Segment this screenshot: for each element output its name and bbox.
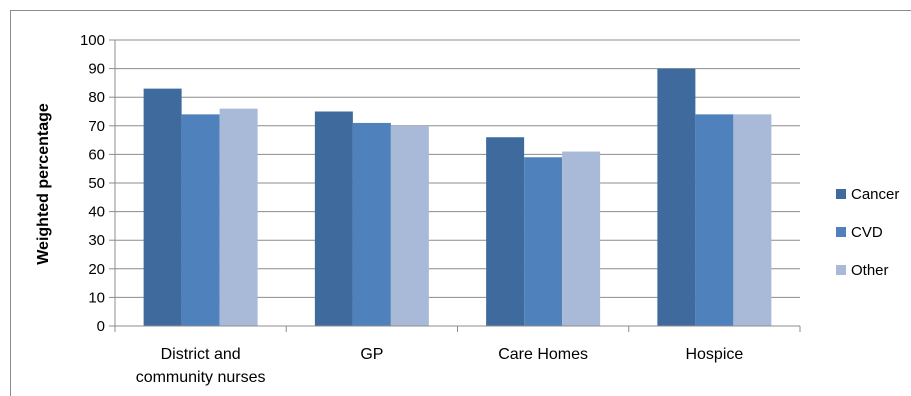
bar-other (390, 125, 429, 326)
bars (143, 68, 772, 327)
bar-cvd (695, 114, 734, 326)
y-axis: 0 10 20 30 40 50 60 70 80 90 100 (80, 32, 116, 335)
x-category-label: Hospice (685, 346, 743, 363)
legend-swatch-cvd (836, 227, 846, 237)
bar-cancer (657, 68, 696, 326)
bar-other (733, 114, 772, 326)
x-category-label: community nurses (136, 369, 266, 386)
bar-cvd (352, 122, 391, 326)
y-tick-label: 70 (88, 118, 105, 135)
bar-cvd (181, 114, 220, 326)
x-axis: District and community nurses GP Care Homes… (114, 325, 801, 386)
chart-frame (10, 10, 911, 396)
x-category-label: GP (360, 346, 383, 363)
bar-cancer (314, 111, 353, 326)
legend-label-other: Other (851, 262, 889, 279)
y-tick-label: 40 (88, 204, 105, 221)
bar-cancer (486, 137, 525, 326)
legend-swatch-cancer (836, 189, 846, 199)
x-category-label: Care Homes (498, 346, 588, 363)
bar-cancer (143, 88, 182, 327)
bar-other (562, 151, 601, 326)
y-tick-label: 80 (88, 89, 105, 106)
y-tick-label: 0 (97, 318, 105, 335)
legend-label-cvd: CVD (851, 224, 883, 241)
bar-other (219, 108, 258, 326)
y-axis-title: Weighted percentage (35, 103, 52, 265)
y-tick-label: 10 (88, 289, 105, 306)
y-tick-label: 90 (88, 61, 105, 78)
legend-swatch-other (836, 265, 846, 275)
legend: Cancer CVD Other (836, 186, 899, 279)
y-tick-label: 30 (88, 232, 105, 249)
legend-label-cancer: Cancer (851, 186, 899, 203)
x-category-label: District and (161, 346, 241, 363)
y-tick-label: 50 (88, 175, 105, 192)
y-tick-label: 100 (80, 32, 105, 49)
bar-cvd (524, 157, 563, 326)
y-tick-label: 60 (88, 146, 105, 163)
y-tick-label: 20 (88, 261, 105, 278)
